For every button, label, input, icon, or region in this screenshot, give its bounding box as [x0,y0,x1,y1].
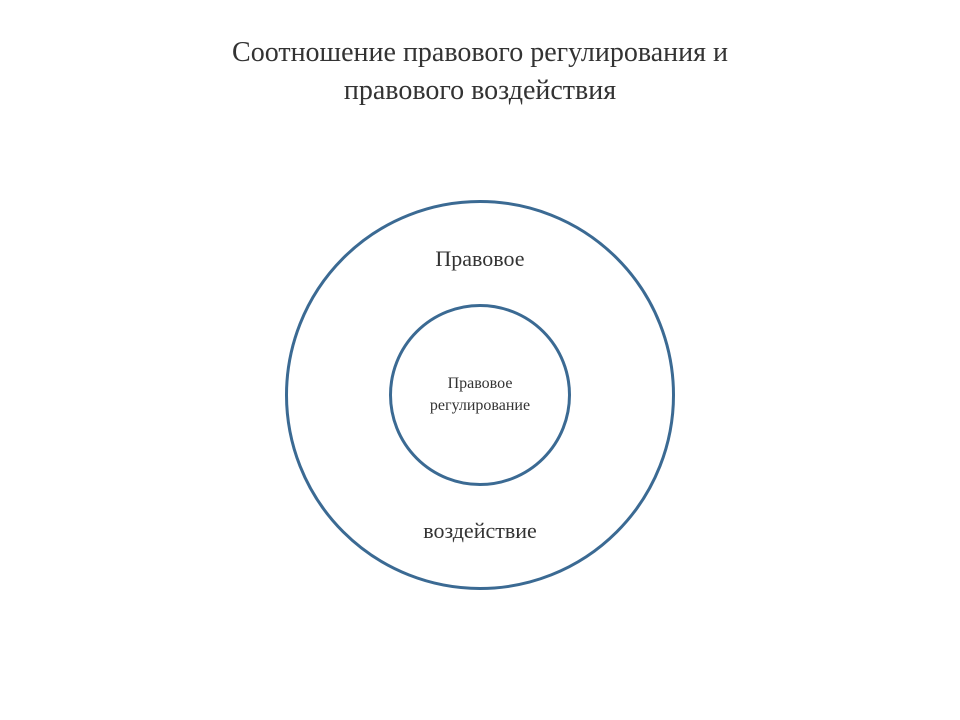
inner-circle-label: Правовое регулирование [430,373,530,416]
inner-label-line-2: регулирование [430,397,530,414]
title-line-2: правового воздействия [344,75,616,106]
inner-circle: Правовое регулирование [389,304,571,486]
outer-label-top-text: Правовое [435,246,524,271]
title-line-1: Соотношение правового регулирования и [232,37,728,68]
venn-diagram: Правовое Правовое регулирование воздейст… [285,200,675,590]
inner-label-line-1: Правовое [448,375,513,392]
outer-circle-label-top: Правовое [285,246,675,272]
outer-circle-label-bottom: воздействие [285,518,675,544]
outer-label-bottom-text: воздействие [423,518,537,543]
page-title: Соотношение правового регулирования и пр… [0,34,960,110]
